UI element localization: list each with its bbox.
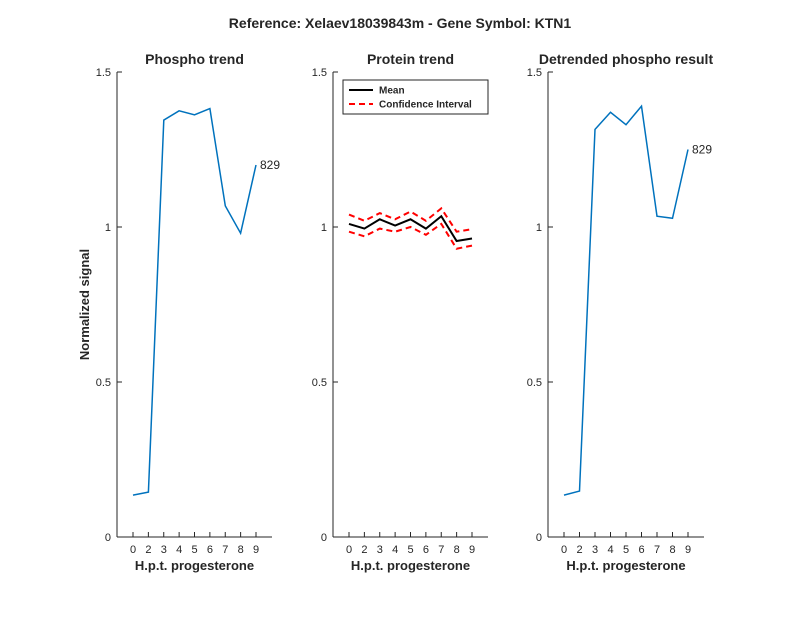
series-line-confidence-interval-1 [348,206,473,233]
x-axis-label: H.p.t. progesterone [351,558,470,573]
x-tick-label: 9 [253,544,259,556]
x-tick-label: 0 [561,544,567,556]
legend-label: Confidence Interval [379,100,472,111]
y-tick-label: 1 [105,222,111,234]
y-tick-label: 0.5 [312,377,327,389]
x-axis-label: H.p.t. progesterone [135,558,254,573]
x-tick-label: 2 [361,544,367,556]
x-tick-label: 2 [145,544,151,556]
figure-suptitle: Reference: Xelaev18039843m - Gene Symbol… [229,15,572,31]
panel-title: Phospho trend [145,51,244,67]
series-line-phospho [132,107,257,496]
x-tick-label: 8 [669,544,675,556]
y-tick-label: 0 [105,532,111,544]
y-tick-label: 1.5 [96,67,111,79]
x-tick-label: 7 [222,544,228,556]
data-label: 829 [692,143,712,157]
x-tick-label: 5 [407,544,413,556]
x-tick-label: 6 [207,544,213,556]
y-tick-label: 1.5 [527,67,542,79]
y-tick-label: 0.5 [96,377,111,389]
data-label: 829 [260,158,280,172]
series-line-confidence-interval-2 [348,222,473,250]
x-tick-label: 4 [607,544,613,556]
x-tick-label: 7 [438,544,444,556]
legend-label: Mean [379,86,405,97]
series-line-mean [348,214,473,243]
x-tick-label: 5 [623,544,629,556]
series-line-phospho [563,104,689,496]
x-tick-label: 6 [423,544,429,556]
panel-title: Detrended phospho result [539,51,714,67]
x-tick-label: 3 [377,544,383,556]
x-tick-label: 3 [592,544,598,556]
x-tick-label: 0 [346,544,352,556]
legend: Mean Confidence Interval [342,79,489,115]
x-tick-label: 7 [654,544,660,556]
x-tick-label: 9 [685,544,691,556]
x-tick-label: 2 [576,544,582,556]
x-tick-label: 8 [238,544,244,556]
x-axis-label: H.p.t. progesterone [566,558,685,573]
y-axis-label: Normalized signal [77,249,92,360]
y-tick-label: 0 [321,532,327,544]
x-tick-label: 4 [392,544,398,556]
panel-title: Protein trend [367,51,454,67]
legend-box [342,79,489,115]
x-tick-label: 6 [638,544,644,556]
x-tick-label: 5 [191,544,197,556]
x-tick-label: 8 [454,544,460,556]
x-tick-label: 9 [469,544,475,556]
y-tick-label: 1.5 [312,67,327,79]
x-tick-label: 0 [130,544,136,556]
x-tick-label: 4 [176,544,182,556]
y-tick-label: 0 [536,532,542,544]
y-tick-label: 1 [321,222,327,234]
y-tick-label: 1 [536,222,542,234]
y-tick-label: 0.5 [527,377,542,389]
x-tick-label: 3 [161,544,167,556]
